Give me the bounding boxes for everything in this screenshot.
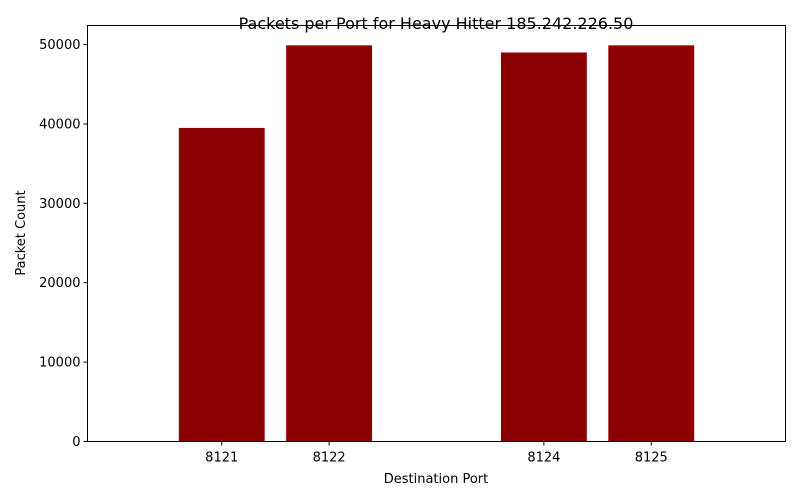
x-tick-label: 8125: [635, 451, 668, 466]
bar-8125: [608, 45, 695, 442]
y-tick-label: 0: [72, 435, 80, 450]
bar-8121: [178, 127, 265, 442]
x-axis-ticks: 8121 8122 8124 8125: [205, 441, 668, 466]
y-tick-label: 50000: [39, 38, 80, 53]
bars-group: [178, 45, 695, 442]
plot-frame: [87, 25, 786, 442]
y-tick-label: 10000: [39, 356, 80, 371]
y-tick-label: 30000: [39, 197, 80, 212]
bar-8124: [500, 52, 587, 442]
x-tick-label: 8121: [205, 451, 238, 466]
y-tick-label: 40000: [39, 117, 80, 132]
bar-8122: [286, 45, 373, 442]
x-tick-label: 8122: [313, 451, 346, 466]
chart-title: Packets per Port for Heavy Hitter 185.24…: [239, 14, 634, 33]
x-tick-label: 8124: [527, 451, 560, 466]
y-axis-ticks: 0 10000 20000 30000 40000 50000: [39, 38, 88, 450]
y-tick-label: 20000: [39, 276, 80, 291]
y-axis-label: Packet Count: [14, 190, 29, 275]
x-axis-label: Destination Port: [384, 472, 489, 487]
